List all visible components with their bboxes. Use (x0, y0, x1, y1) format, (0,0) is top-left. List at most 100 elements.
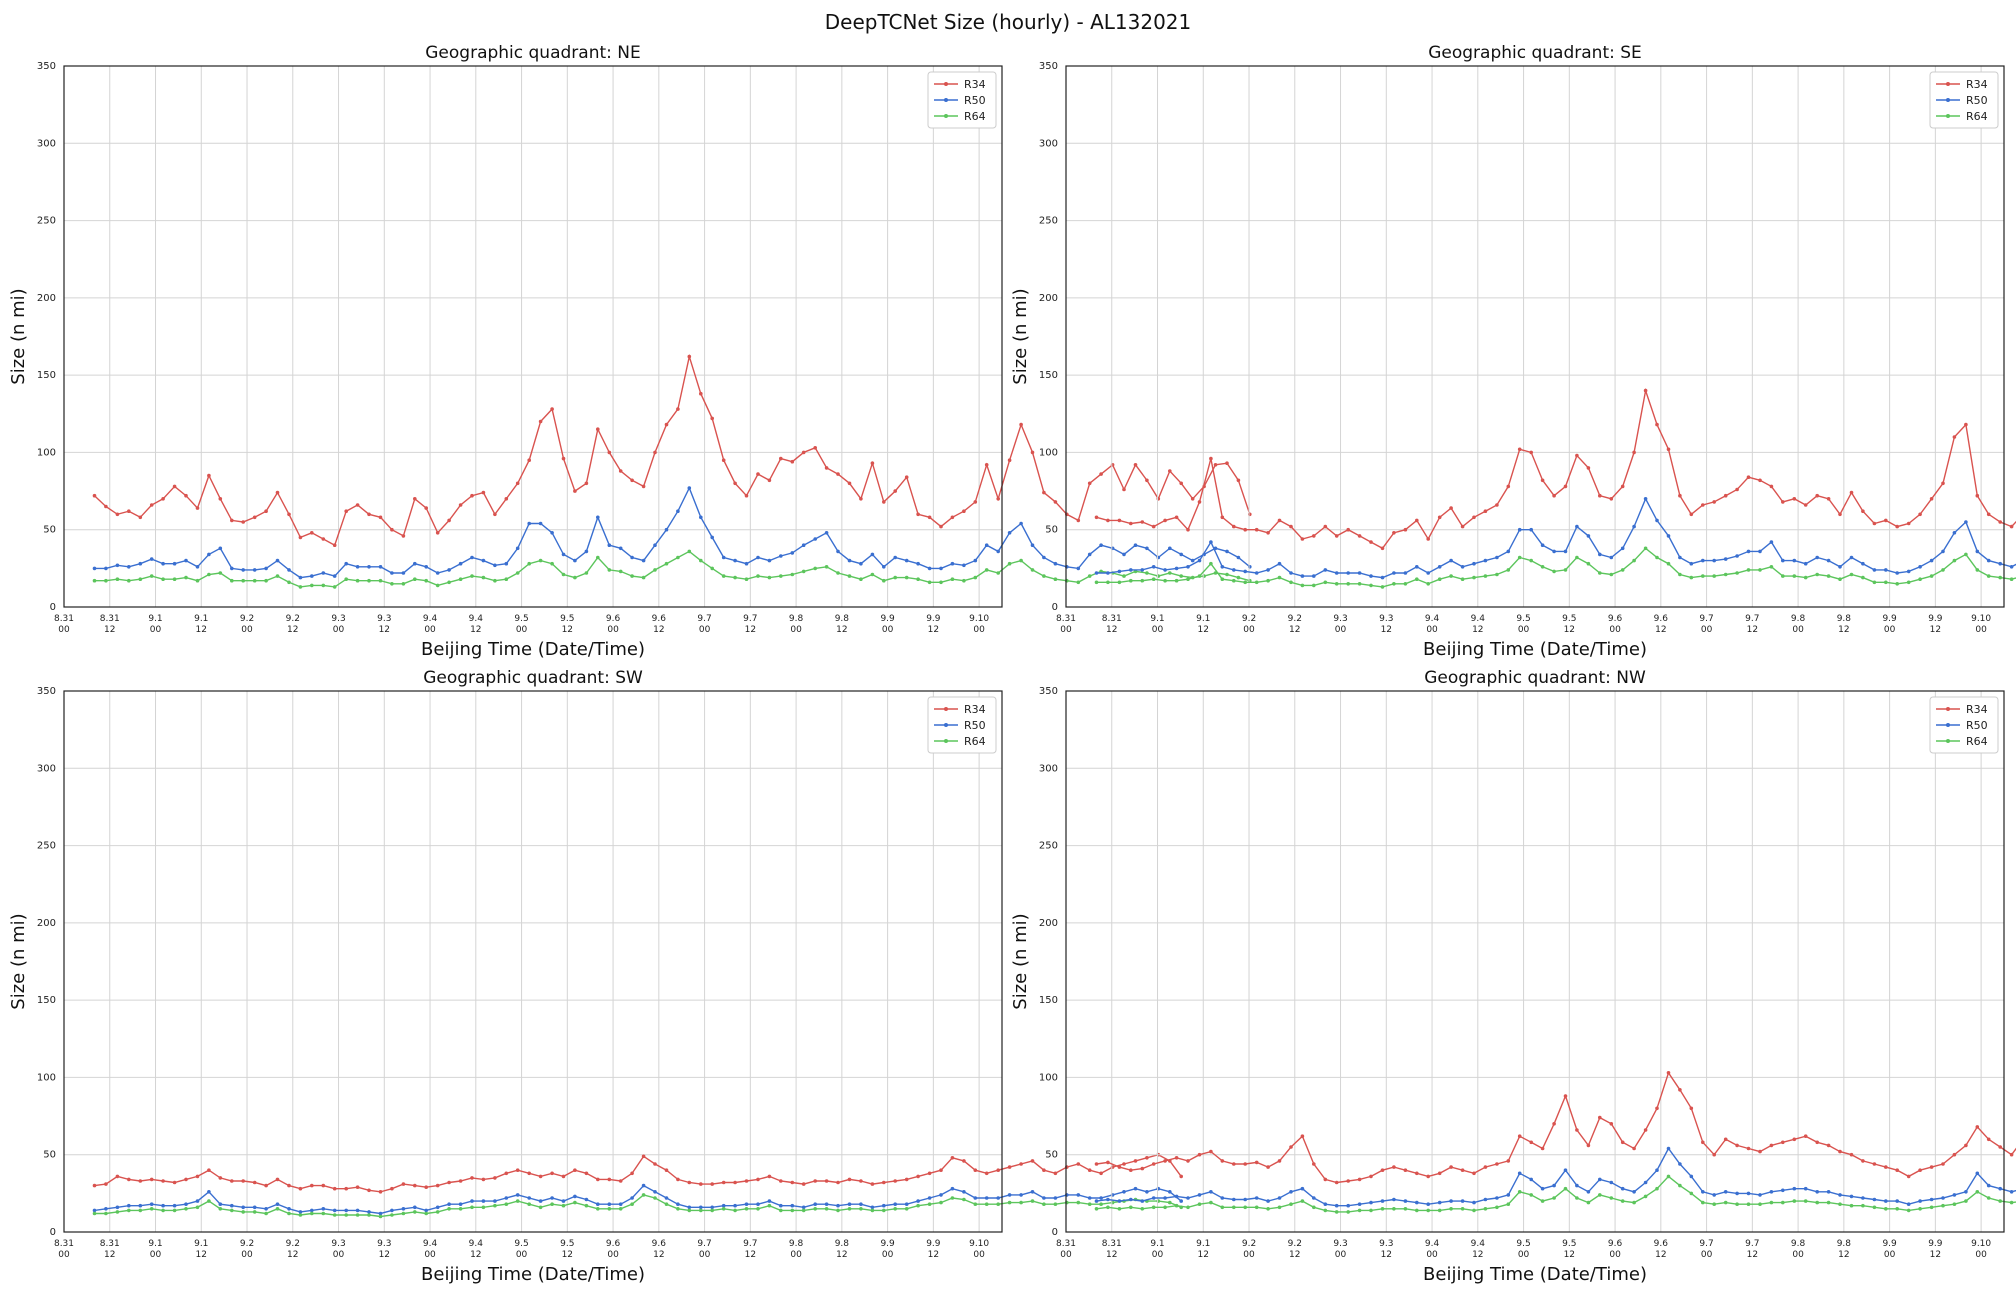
data-point (641, 1154, 646, 1159)
x-tick-label: 9.6 (606, 614, 621, 624)
data-point (1666, 1071, 1671, 1075)
data-point (264, 578, 268, 583)
data-point (1609, 497, 1614, 501)
data-point (275, 574, 280, 578)
data-point (904, 475, 909, 480)
data-point (1689, 512, 1694, 517)
data-point (218, 1202, 223, 1206)
data-point (550, 531, 554, 535)
data-point (161, 1203, 165, 1208)
data-point (1168, 1190, 1172, 1194)
data-point (184, 1177, 188, 1182)
data-point (1289, 524, 1293, 529)
data-point (779, 456, 783, 461)
data-point (1998, 520, 2002, 524)
data-point (1575, 1183, 1579, 1188)
data-point (733, 1208, 737, 1213)
data-point (596, 1207, 600, 1211)
data-point (161, 497, 165, 501)
data-point (699, 515, 703, 520)
data-point (127, 1203, 131, 1208)
data-point (1357, 534, 1362, 538)
data-point (1042, 490, 1046, 495)
data-point (504, 577, 509, 581)
x-tick-label: 00 (58, 625, 70, 635)
data-point (1042, 574, 1046, 578)
data-point (527, 1202, 531, 1206)
data-point (1243, 1162, 1247, 1166)
data-point (1723, 557, 1728, 561)
plot-frame (63, 690, 1003, 1233)
x-tick-label: 9.6 (652, 1239, 667, 1249)
x-tick-label: 9.4 (469, 614, 484, 624)
data-point (721, 1180, 726, 1185)
data-point (561, 1174, 566, 1179)
data-point (1792, 497, 1797, 501)
data-point (996, 497, 1000, 501)
data-point (104, 1207, 108, 1211)
data-point (950, 1156, 955, 1160)
y-tick-label: 0 (1052, 1227, 1058, 1238)
x-tick-label: 9.2 (286, 1239, 300, 1249)
data-point (1300, 574, 1305, 578)
x-tick-label: 00 (1884, 625, 1896, 635)
data-point (584, 549, 589, 554)
data-point (1861, 1203, 1865, 1208)
data-point (1323, 1208, 1328, 1213)
data-point (1552, 1122, 1556, 1126)
data-point (1803, 561, 1808, 566)
data-point (1620, 484, 1625, 489)
data-point (1552, 549, 1556, 554)
data-point (458, 1207, 463, 1211)
data-point (744, 561, 749, 566)
data-point (1918, 577, 1922, 581)
data-point (424, 565, 429, 569)
data-point (1975, 568, 1980, 572)
legend-label: R34 (1966, 78, 1988, 91)
data-point (1678, 493, 1682, 498)
data-point (1483, 558, 1488, 563)
data-point (721, 555, 726, 560)
x-tick-label: 8.31 (100, 614, 120, 624)
data-point (1197, 1193, 1202, 1197)
data-point (264, 1207, 268, 1211)
data-point (172, 1180, 177, 1185)
x-tick-label: 9.8 (835, 614, 850, 624)
data-point (1632, 1190, 1636, 1194)
series-line-r64 (94, 550, 1250, 588)
data-point (939, 1193, 943, 1197)
data-point (1145, 1190, 1149, 1194)
data-point (1392, 531, 1396, 535)
data-point (1849, 1194, 1854, 1199)
data-point (207, 572, 211, 577)
x-tick-label: 00 (424, 625, 436, 635)
data-point (1895, 524, 1899, 529)
x-tick-label: 9.7 (1699, 614, 1713, 624)
series-line-r34 (94, 1153, 1182, 1193)
data-point (836, 1180, 840, 1185)
data-point (1975, 1190, 1980, 1194)
data-point (195, 565, 200, 569)
data-point (138, 1203, 143, 1208)
data-point (275, 558, 280, 563)
data-point (1838, 1193, 1842, 1197)
x-tick-label: 9.5 (560, 1239, 574, 1249)
data-point (321, 1183, 326, 1188)
data-point (1437, 577, 1442, 581)
data-point (1643, 1128, 1648, 1132)
data-point (779, 574, 783, 578)
data-point (1746, 1146, 1751, 1151)
data-point (1563, 568, 1568, 572)
data-point (847, 558, 852, 563)
data-point (1792, 1137, 1797, 1142)
data-point (1460, 1199, 1465, 1203)
x-tick-label: 12 (745, 625, 756, 635)
data-point (813, 1207, 817, 1211)
data-point (1357, 571, 1362, 575)
data-point (1472, 575, 1476, 580)
data-point (1906, 569, 1911, 574)
data-point (1099, 472, 1103, 476)
data-point (1030, 568, 1035, 572)
data-point (1620, 1186, 1625, 1191)
data-point (2009, 1190, 2014, 1194)
